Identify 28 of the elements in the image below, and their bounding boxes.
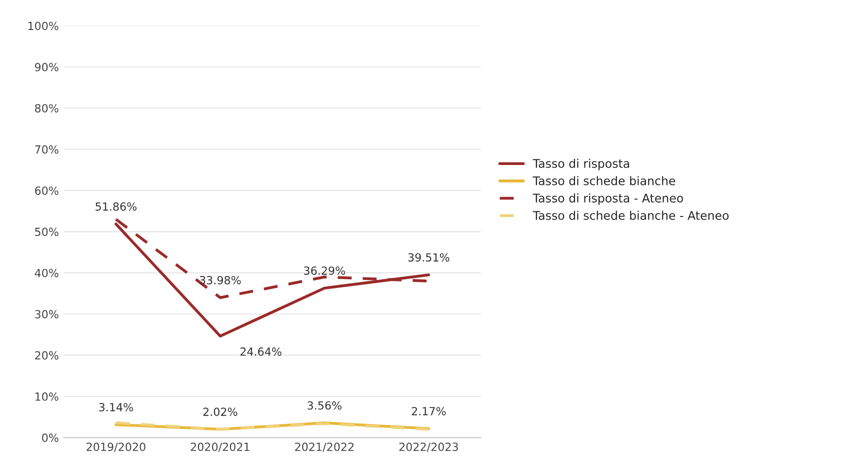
legend-label: Tasso di risposta - Ateneo [532,193,683,205]
y-tick-label: 20% [35,351,58,360]
data-label: 2.17% [412,406,446,416]
y-tick-label: 0% [42,434,58,442]
data-label: 3.56% [308,401,342,410]
y-tick-label: 60% [35,186,58,195]
y-tick-label: 50% [35,228,58,236]
x-tick-label: 2019/2020 [86,442,146,452]
y-tick-label: 30% [35,310,58,318]
y-tick-label: 10% [35,392,58,401]
data-label: 36.29% [304,266,346,275]
y-tick-label: 100% [28,22,58,30]
legend-label: Tasso di schede bianche - Ateneo [532,210,729,220]
legend-label: Tasso di risposta [532,158,630,170]
y-tick-label: 40% [34,268,58,278]
data-label: 3.14% [99,402,133,412]
y-tick-label: 90% [34,62,58,72]
x-tick-label: 2020/2021 [190,442,250,452]
x-tick-label: 2022/2023 [399,442,458,452]
data-label: 33.98% [200,276,241,284]
x-tick-label: 2021/2022 [295,442,354,452]
y-tick-label: 70% [35,145,58,154]
data-label: 39.51% [408,253,450,262]
data-label: 2.02% [203,408,238,416]
data-label: 51.86% [96,202,137,211]
legend-label: Tasso di schede bianche [532,176,676,186]
y-tick-label: 80% [35,104,58,112]
data-label: 24.64% [240,347,282,356]
